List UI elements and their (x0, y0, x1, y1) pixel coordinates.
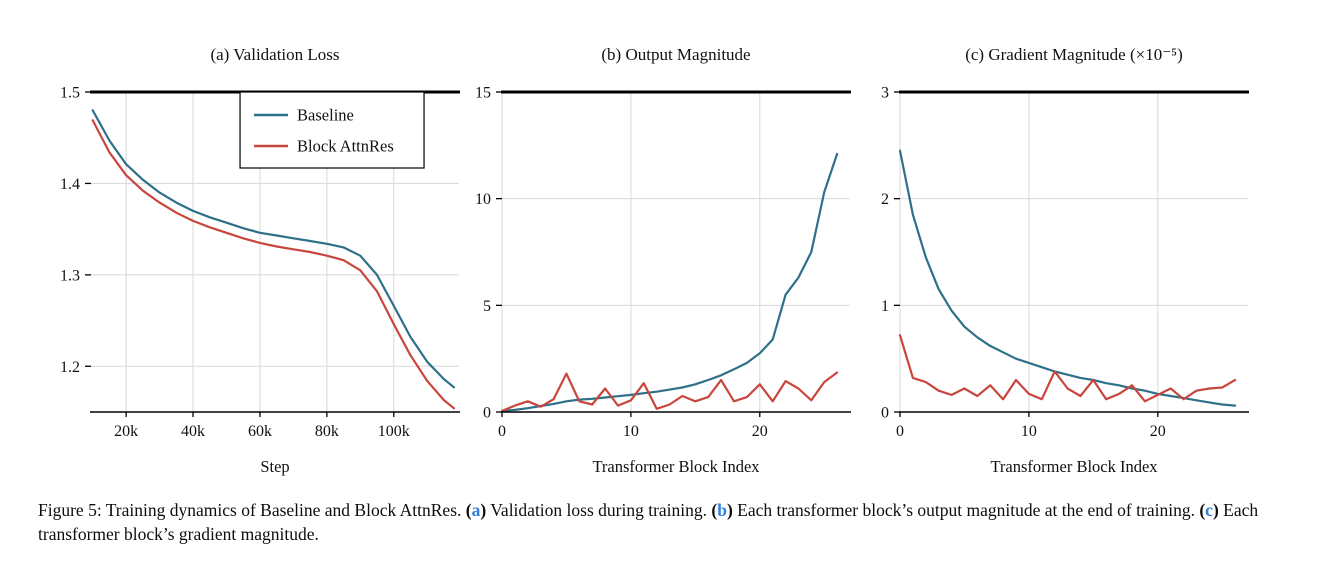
series-line-baseline (898, 149, 1237, 407)
chart-title: (c) Gradient Magnitude (×10⁻⁵) (965, 45, 1183, 64)
x-tick-label: 40k (181, 423, 205, 440)
y-tick-label: 1.4 (60, 176, 80, 193)
y-tick-label: 10 (475, 191, 491, 208)
series-line-baseline (91, 109, 456, 389)
chart-output-magnitude: 0 10 20 0 5 10 15 (b) Output Magnitude Transform… (468, 28, 868, 490)
y-tick-label: 1.5 (60, 85, 80, 102)
y-tick-label: 1 (881, 298, 889, 315)
chart-title: (a) Validation Loss (210, 45, 339, 64)
x-tick-label: 0 (498, 423, 506, 440)
x-tick-label: 10 (623, 423, 639, 440)
x-tick-label: 100k (378, 423, 410, 440)
caption-paren: ( (711, 500, 718, 520)
x-tick-label: 80k (315, 423, 339, 440)
x-tick-label: 20k (114, 423, 138, 440)
caption-text: Each transformer block’s gradient magnit… (38, 500, 1259, 544)
x-tick-label: 0 (896, 423, 904, 440)
chart-validation-loss-svg: 20k 40k 60k 80k 100k 1.2 1.3 1.4 1.5 (a) Validati… (60, 45, 460, 476)
caption-text: Validation loss during training. (486, 500, 712, 520)
chart-validation-loss: 20k 40k 60k 80k 100k 1.2 1.3 1.4 1.5 (a) Validati… (15, 28, 473, 490)
chart-output-magnitude-svg: 0 10 20 0 5 10 15 (b) Output Magnitude Transform… (475, 45, 851, 476)
caption-subfig-link[interactable]: c (1205, 500, 1213, 520)
series-line-block-attnres (91, 119, 456, 410)
x-tick-label: 60k (248, 423, 272, 440)
x-axis-label: Step (260, 457, 289, 476)
caption-paren: ) (480, 500, 487, 520)
legend-label: Block AttnRes (297, 137, 394, 156)
series-line-baseline (500, 152, 839, 412)
y-tick-label: 5 (483, 298, 491, 315)
series-line-block-attnres (898, 334, 1237, 403)
x-tick-label: 20 (752, 423, 768, 440)
x-axis-label: Transformer Block Index (592, 457, 760, 476)
y-tick-label: 1.3 (60, 267, 80, 284)
y-tick-label: 0 (483, 405, 491, 422)
x-tick-label: 20 (1150, 423, 1166, 440)
caption-text: Each transformer block’s output magnitud… (732, 500, 1200, 520)
legend-label: Baseline (297, 106, 354, 125)
y-tick-label: 0 (881, 405, 889, 422)
y-tick-label: 1.2 (60, 359, 80, 376)
caption-subfig-link[interactable]: a (471, 500, 481, 520)
series-line-block-attnres (500, 371, 839, 412)
chart-gradient-magnitude: 0 10 20 0 1 2 3 (c) Gradient Magnitude (×10⁻⁵) T… (864, 28, 1266, 490)
y-tick-label: 2 (881, 191, 889, 208)
legend-box (239, 91, 425, 169)
chart-gradient-magnitude-svg: 0 10 20 0 1 2 3 (c) Gradient Magnitude (×10⁻⁵) T… (881, 45, 1249, 476)
caption-paren: ( (465, 500, 472, 520)
y-tick-label: 15 (475, 85, 491, 102)
x-tick-label: 10 (1021, 423, 1037, 440)
figure-caption: Figure 5: Training dynamics of Baseline … (38, 499, 1300, 547)
y-tick-label: 3 (881, 85, 889, 102)
chart-title: (b) Output Magnitude (601, 45, 750, 64)
caption-paren: ) (726, 500, 733, 520)
x-axis-label: Transformer Block Index (990, 457, 1158, 476)
caption-paren: ( (1199, 500, 1206, 520)
caption-subfig-link[interactable]: b (717, 500, 727, 520)
caption-paren: ) (1212, 500, 1219, 520)
caption-text: Figure 5: Training dynamics of Baseline … (38, 500, 466, 520)
